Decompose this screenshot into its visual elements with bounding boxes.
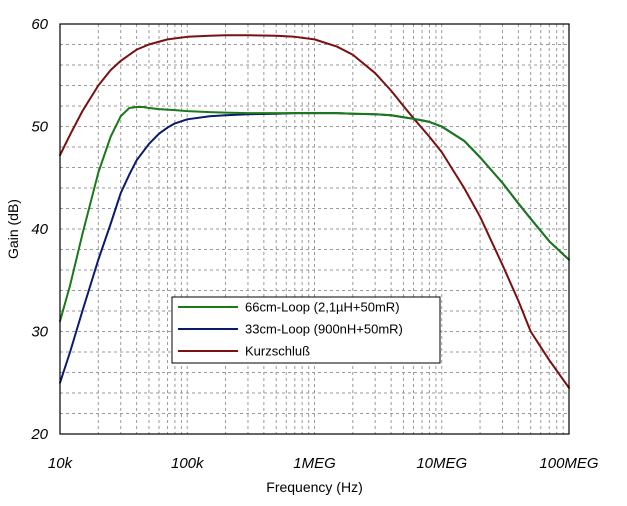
series-line-0 [59, 106, 570, 323]
x-axis-title: Frequency (Hz) [266, 479, 362, 495]
x-tick-label: 100k [171, 455, 205, 472]
legend-label-kurzschluss: Kurzschluß [245, 344, 310, 359]
y-tick-label: 30 [31, 324, 48, 341]
x-tick-label: 10MEG [416, 455, 467, 472]
y-tick-label: 20 [30, 426, 48, 443]
legend-label-33cm-loop: 33cm-Loop (900nH+50mR) [245, 322, 403, 337]
plot-frame [59, 23, 570, 435]
legend-label-66cm-loop: 66cm-Loop (2,1µH+50mR) [245, 300, 400, 315]
legend: 66cm-Loop (2,1µH+50mR) 33cm-Loop (900nH+… [171, 296, 441, 364]
y-tick-label: 50 [31, 119, 48, 136]
x-tick-label: 1MEG [293, 455, 336, 472]
grid [60, 24, 569, 434]
x-tick-label: 100MEG [539, 455, 599, 472]
series-lines [59, 34, 570, 389]
y-tick-label: 40 [31, 221, 48, 238]
x-tick-label: 10k [48, 455, 74, 472]
y-axis-title: Gain (dB) [5, 199, 21, 259]
y-tick-label: 60 [31, 16, 48, 33]
tick-labels: 10k 100k 1MEG 10MEG 100MEG 20 30 40 50 60 [30, 16, 599, 472]
series-line-2 [59, 34, 570, 389]
